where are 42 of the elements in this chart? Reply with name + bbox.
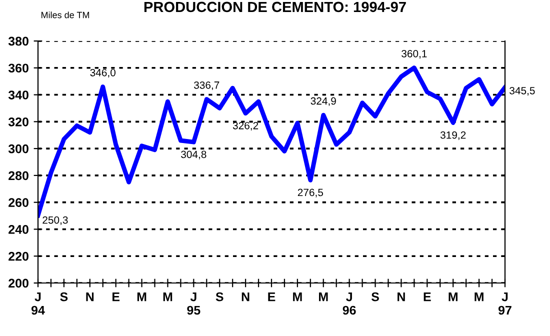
x-tick-label: J 94 bbox=[31, 292, 45, 315]
y-tick-label: 200 bbox=[8, 278, 28, 288]
x-tick-label: J 97 bbox=[498, 292, 512, 315]
data-label: 360,1 bbox=[402, 50, 427, 59]
y-tick-label: 320 bbox=[8, 117, 28, 126]
data-label: 346,0 bbox=[90, 68, 116, 78]
x-tick-label: M bbox=[293, 292, 302, 302]
y-tick-label: 280 bbox=[8, 171, 28, 180]
x-tick-label: E bbox=[268, 292, 276, 302]
y-tick-label: 360 bbox=[8, 64, 28, 73]
x-tick-label: J 96 bbox=[342, 292, 356, 315]
y-tick-label: 380 bbox=[8, 36, 28, 46]
x-tick-label: M bbox=[163, 292, 172, 302]
chart-title: PRODUCCION DE CEMENTO: 1994-97 bbox=[144, 2, 406, 12]
y-tick-label: 340 bbox=[8, 90, 28, 100]
y-tick-label: 300 bbox=[8, 144, 28, 154]
x-tick-label: S bbox=[371, 292, 379, 302]
y-tick-label: 260 bbox=[8, 198, 28, 207]
x-tick-label: M bbox=[319, 292, 328, 302]
data-label: 319,2 bbox=[440, 131, 466, 140]
x-tick-label: N bbox=[86, 292, 94, 302]
data-label: 326,2 bbox=[232, 122, 258, 131]
x-tick-label: E bbox=[424, 292, 431, 302]
data-label: 250,3 bbox=[42, 216, 68, 225]
data-label: 276,5 bbox=[298, 188, 324, 198]
data-label: 304,8 bbox=[181, 150, 206, 160]
x-tick-label: E bbox=[112, 292, 120, 302]
x-tick-label: M bbox=[474, 292, 484, 302]
y-tick-label: 240 bbox=[8, 225, 28, 234]
x-tick-label: N bbox=[398, 292, 405, 302]
data-label: 345,5 bbox=[510, 86, 535, 96]
x-tick-label: M bbox=[448, 292, 458, 302]
x-tick-label: S bbox=[60, 292, 68, 302]
x-tick-label: S bbox=[216, 292, 224, 302]
data-label: 336,7 bbox=[194, 81, 220, 90]
line-series bbox=[38, 66, 505, 218]
y-axis-title: Miles de TM bbox=[41, 12, 90, 18]
x-tick-label: M bbox=[137, 292, 146, 302]
data-label: 324,9 bbox=[310, 97, 336, 106]
x-tick-label: N bbox=[242, 292, 250, 302]
y-tick-label: 220 bbox=[8, 252, 28, 261]
x-tick-label: J 95 bbox=[187, 292, 200, 315]
